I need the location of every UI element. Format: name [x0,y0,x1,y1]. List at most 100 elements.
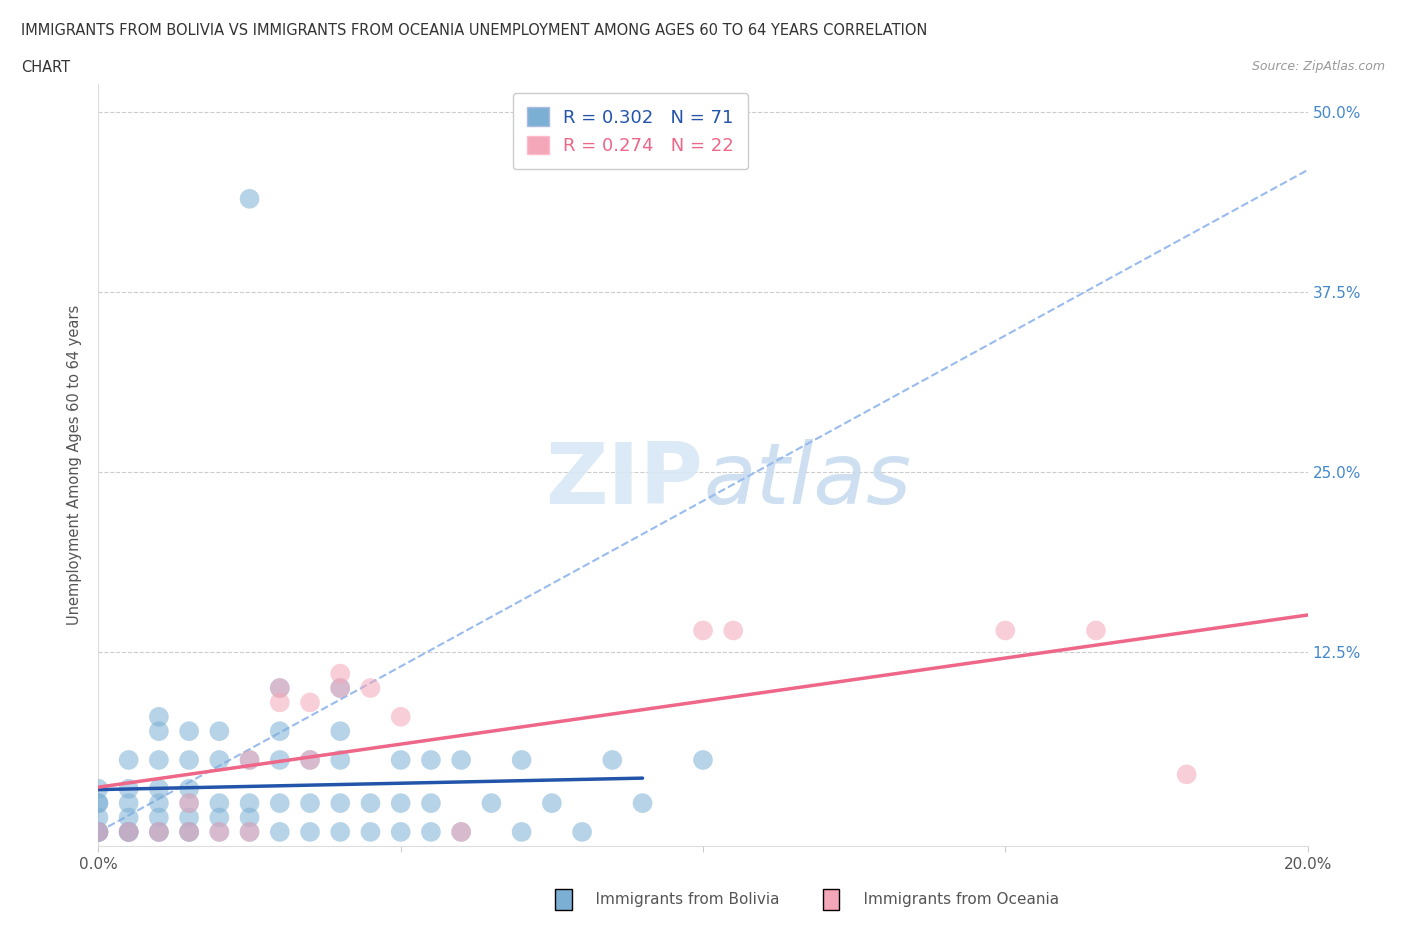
Point [118,825,141,840]
Point [179,796,201,811]
Y-axis label: Unemployment Among Ages 60 to 64 years: Unemployment Among Ages 60 to 64 years [67,305,83,625]
Point [1085,623,1108,638]
Point [692,623,714,638]
Point [148,781,170,796]
Point [1175,767,1198,782]
Point [148,724,170,738]
Point [692,752,714,767]
Point [450,825,472,840]
Point [540,796,562,811]
Point [299,825,322,840]
Point [118,825,141,840]
Point [510,825,533,840]
Point [389,710,412,724]
Point [87,810,110,825]
Point [360,681,382,696]
Point [208,752,231,767]
Point [389,796,412,811]
Point [239,810,262,825]
Point [994,623,1017,638]
Point [239,825,262,840]
Point [450,825,472,840]
Point [87,796,110,811]
Point [723,623,745,638]
Point [239,752,262,767]
Point [148,825,170,840]
Point [420,825,443,840]
Point [269,724,291,738]
Point [118,810,141,825]
Point [269,681,291,696]
Point [87,796,110,811]
Point [602,752,624,767]
Text: atlas: atlas [703,439,911,522]
Point [239,796,262,811]
Point [148,810,170,825]
Point [420,796,443,811]
Point [420,752,443,767]
Point [360,825,382,840]
Point [208,825,231,840]
Point [299,752,322,767]
Point [269,752,291,767]
Point [329,825,352,840]
Text: Immigrants from Oceania: Immigrants from Oceania [844,892,1059,907]
Point [571,825,593,840]
Point [329,724,352,738]
Text: ZIP: ZIP [546,439,703,522]
Point [118,781,141,796]
Point [179,825,201,840]
Point [87,825,110,840]
Point [329,681,352,696]
Point [299,752,322,767]
Point [510,752,533,767]
Point [118,825,141,840]
Point [179,781,201,796]
Text: Immigrants from Bolivia: Immigrants from Bolivia [576,892,780,907]
Point [269,681,291,696]
Point [450,752,472,767]
Point [118,796,141,811]
Point [208,796,231,811]
Text: CHART: CHART [21,60,70,75]
Point [239,192,262,206]
Point [118,752,141,767]
Point [329,796,352,811]
Point [208,810,231,825]
Point [179,825,201,840]
Point [239,825,262,840]
Point [360,796,382,811]
Text: IMMIGRANTS FROM BOLIVIA VS IMMIGRANTS FROM OCEANIA UNEMPLOYMENT AMONG AGES 60 TO: IMMIGRANTS FROM BOLIVIA VS IMMIGRANTS FR… [21,23,928,38]
Point [239,752,262,767]
Point [389,825,412,840]
Point [329,681,352,696]
Text: Source: ZipAtlas.com: Source: ZipAtlas.com [1251,60,1385,73]
Point [299,695,322,710]
Point [389,752,412,767]
Point [148,825,170,840]
Point [179,796,201,811]
Point [87,781,110,796]
Point [208,724,231,738]
Point [329,752,352,767]
Point [148,825,170,840]
Point [179,810,201,825]
Point [269,825,291,840]
Point [87,825,110,840]
Point [148,710,170,724]
Point [269,695,291,710]
Point [299,796,322,811]
Legend: R = 0.302   N = 71, R = 0.274   N = 22: R = 0.302 N = 71, R = 0.274 N = 22 [513,93,748,169]
Point [481,796,503,811]
Point [208,825,231,840]
Point [269,796,291,811]
Point [631,796,654,811]
Point [329,666,352,681]
Point [87,825,110,840]
Point [148,752,170,767]
Point [179,724,201,738]
Point [87,825,110,840]
Point [179,825,201,840]
Point [179,752,201,767]
Point [148,796,170,811]
